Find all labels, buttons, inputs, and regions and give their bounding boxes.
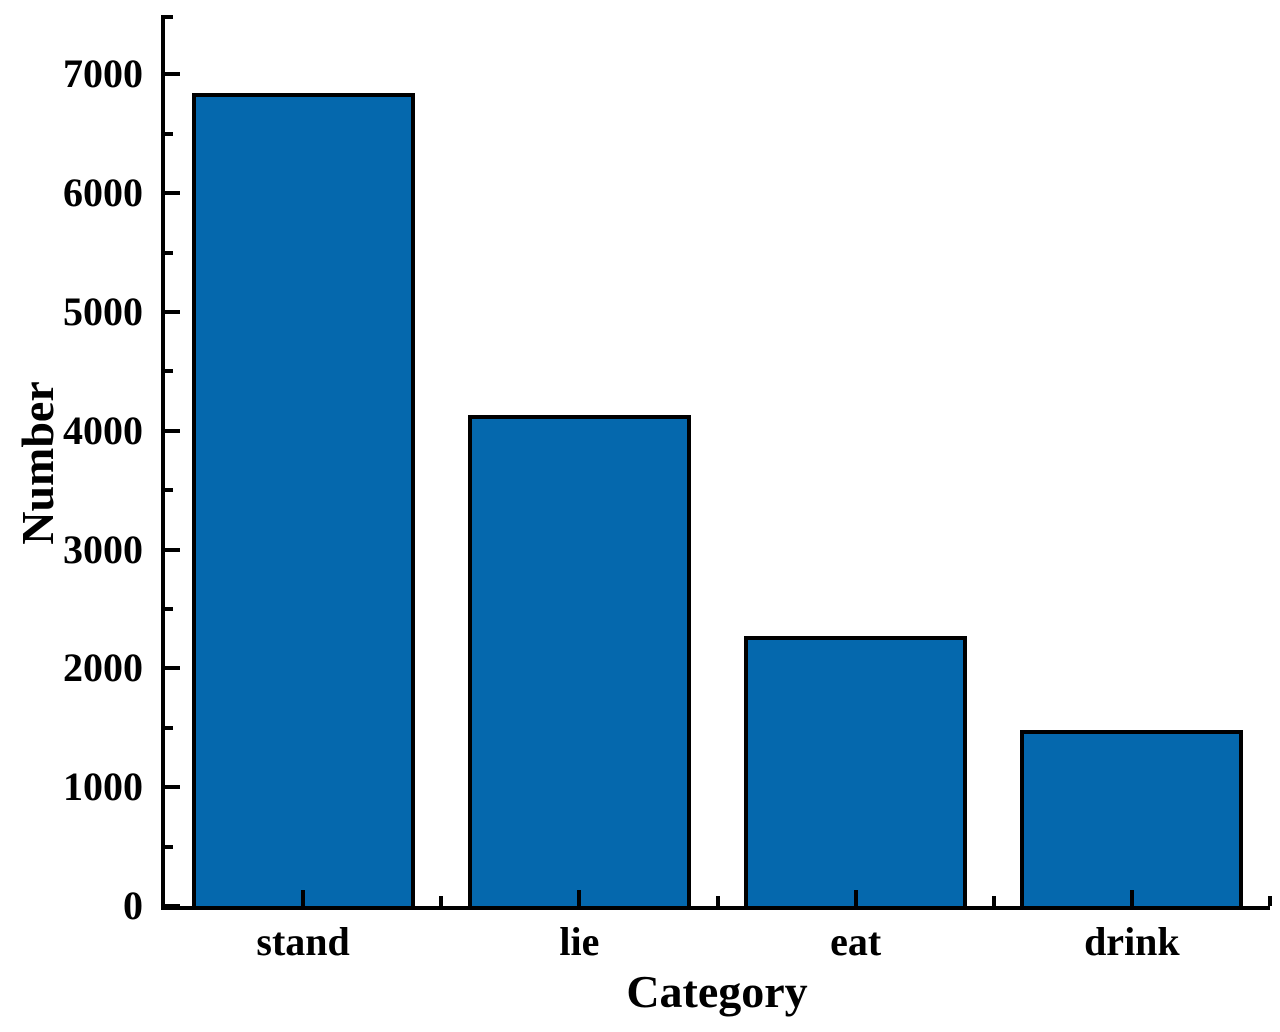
x-tick-minor-4 — [1268, 896, 1272, 906]
y-tick-minor-2500 — [165, 607, 173, 611]
x-tick-minor-1 — [439, 896, 444, 906]
y-tick-label-6000: 6000 — [63, 170, 143, 216]
y-tick-minor-6500 — [165, 131, 173, 136]
y-tick-minor-500 — [165, 844, 173, 849]
y-tick-major-1000 — [165, 785, 180, 790]
bar-stand — [191, 93, 415, 910]
x-tick-minor-3 — [991, 896, 996, 906]
x-tick-minor-2 — [715, 896, 720, 906]
y-tick-minor-5500 — [165, 250, 173, 255]
x-tick-label-eat: eat — [830, 919, 882, 964]
y-tick-major-2000 — [165, 666, 180, 671]
bar-lie — [467, 415, 691, 910]
y-tick-minor-4500 — [165, 369, 173, 374]
y-tick-label-2000: 2000 — [63, 645, 143, 691]
x-axis-title: Category — [626, 966, 808, 1017]
y-tick-minor-3500 — [165, 488, 173, 493]
x-tick-label-lie: lie — [559, 919, 600, 964]
x-tick-major-stand — [301, 890, 306, 906]
x-tick-major-lie — [577, 890, 582, 906]
y-tick-major-3000 — [165, 547, 180, 552]
plot-area — [161, 15, 1272, 910]
y-tick-minor-1500 — [165, 725, 173, 730]
x-tick-label-stand: stand — [256, 919, 350, 964]
y-tick-major-6000 — [165, 191, 180, 196]
bar-eat — [744, 636, 968, 910]
x-tick-major-eat — [853, 890, 858, 906]
y-tick-label-1000: 1000 — [63, 764, 143, 810]
y-tick-label-3000: 3000 — [63, 526, 143, 572]
x-tick-label-drink: drink — [1084, 919, 1180, 964]
x-tick-major-drink — [1129, 890, 1134, 906]
y-tick-major-4000 — [165, 428, 180, 433]
y-tick-label-5000: 5000 — [63, 289, 143, 334]
bar-drink — [1020, 730, 1244, 910]
y-tick-label-4000: 4000 — [63, 407, 143, 453]
y-tick-major-0 — [165, 904, 180, 908]
y-tick-label-7000: 7000 — [63, 51, 143, 97]
y-tick-minor-7500 — [165, 15, 173, 19]
y-tick-label-0: 0 — [123, 883, 143, 928]
y-tick-major-7000 — [165, 72, 180, 77]
y-tick-major-5000 — [165, 310, 180, 314]
